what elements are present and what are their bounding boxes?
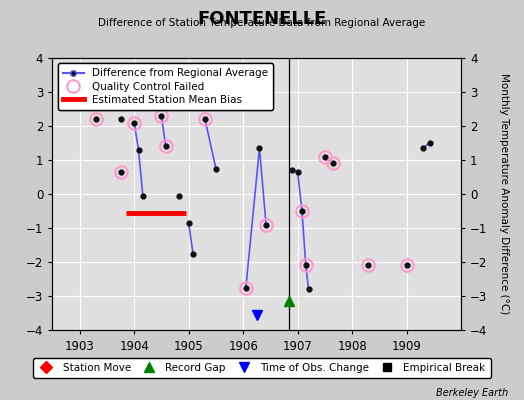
Legend: Difference from Regional Average, Quality Control Failed, Estimated Station Mean: Difference from Regional Average, Qualit… [58,63,273,110]
Y-axis label: Monthly Temperature Anomaly Difference (°C): Monthly Temperature Anomaly Difference (… [499,73,509,315]
Text: Difference of Station Temperature Data from Regional Average: Difference of Station Temperature Data f… [99,18,425,28]
Text: FONTENELLE: FONTENELLE [198,10,326,28]
Legend: Station Move, Record Gap, Time of Obs. Change, Empirical Break: Station Move, Record Gap, Time of Obs. C… [34,358,490,378]
Text: Berkeley Earth: Berkeley Earth [436,388,508,398]
